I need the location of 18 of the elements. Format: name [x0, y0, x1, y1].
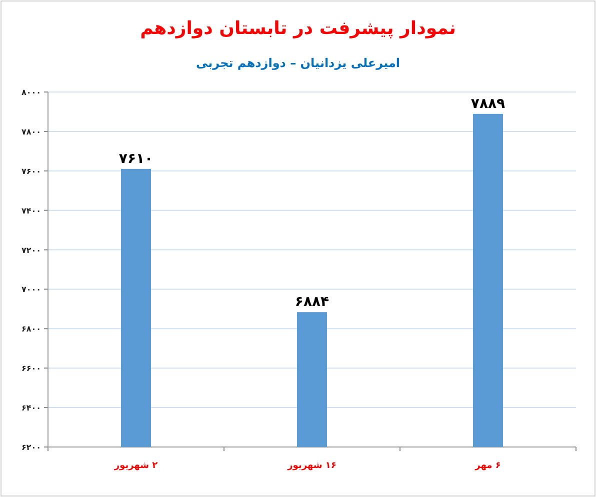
x-tick-label: ۲ شهریور — [113, 461, 158, 471]
data-label: ۷۶۱۰ — [118, 150, 154, 167]
x-tick-label: ۶ مهر — [474, 461, 501, 471]
y-tick-label: ۶۴۰۰ — [21, 404, 41, 413]
y-tick-label: ۶۸۰۰ — [21, 324, 41, 334]
data-label: ۶۸۸۴ — [294, 294, 330, 310]
y-tick-label: ۷۴۰۰ — [21, 206, 41, 216]
y-tick-label: ۷۸۰۰ — [21, 127, 41, 136]
y-tick-label: ۶۲۰۰ — [21, 443, 41, 452]
chart-title: نمودار پیشرفت در تابستان دوازدهم — [140, 18, 456, 39]
y-tick-label: ۷۰۰۰ — [21, 285, 41, 294]
y-tick-label: ۸۰۰۰ — [21, 88, 41, 97]
data-label: ۷۸۸۹ — [470, 96, 506, 112]
y-tick-label: ۶۶۰۰ — [21, 364, 41, 374]
y-tick-label: ۷۶۰۰ — [21, 166, 41, 176]
x-tick-label: ۱۶ شهریور — [286, 461, 336, 471]
y-tick-label: ۷۲۰۰ — [21, 246, 41, 255]
chart-subtitle: امیرعلی یزدانیان – دوازدهم تجربی — [196, 56, 400, 70]
